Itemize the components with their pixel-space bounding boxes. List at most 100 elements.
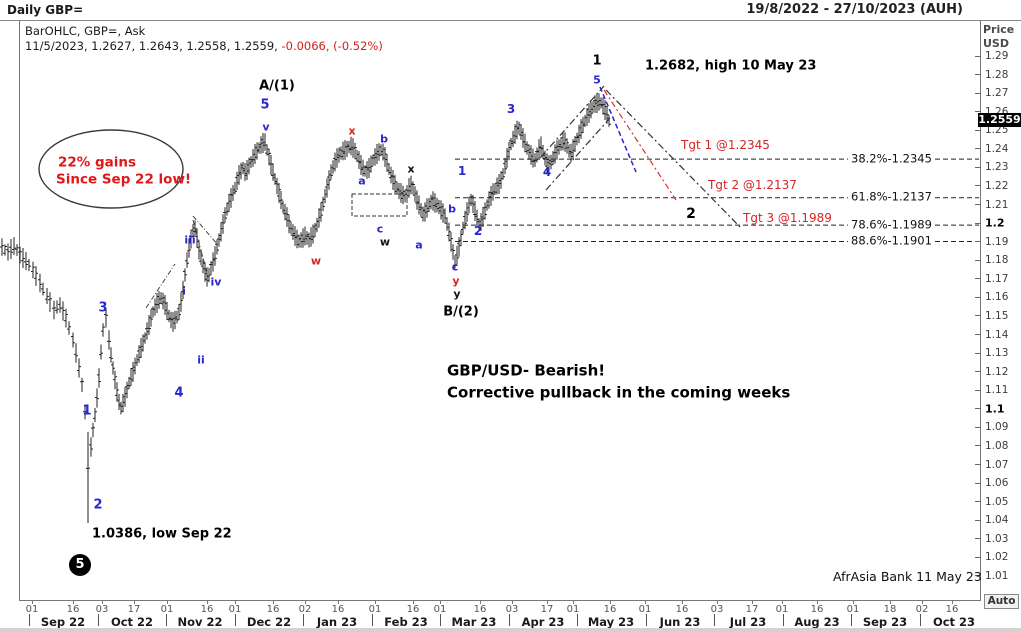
target-3-label: Tgt 3 @1.1989: [743, 211, 832, 225]
month-separator: [166, 614, 167, 626]
price-tick-label: 1.24: [985, 142, 1009, 155]
bank-signature: AfrAsia Bank 11 May 23: [833, 568, 982, 584]
day-tick-label: 18: [883, 604, 897, 615]
overlay-line: [599, 86, 637, 173]
wave-label-5-may: 5: [593, 73, 601, 87]
wave-label-ii: ii: [197, 353, 205, 367]
wave-label-w-red: w: [310, 254, 322, 268]
month-label: May 23: [587, 615, 635, 629]
day-tick-mark: [717, 600, 718, 604]
price-tick-mark: [975, 278, 981, 280]
wave-label-B2: B/(2): [443, 304, 479, 320]
day-tick-mark: [782, 600, 783, 604]
circled-wave-5-marker: 5: [69, 554, 91, 576]
wave-label-1-sep: 1: [82, 403, 92, 419]
low-annotation: 1.0386, low Sep 22: [92, 526, 232, 542]
price-tick-label: 1.13: [985, 347, 1009, 360]
price-axis-title-line1: Price: [983, 23, 1015, 36]
wave-label-4-apr: 4: [542, 165, 552, 179]
overlay-line: [192, 215, 219, 246]
month-separator: [851, 614, 852, 626]
day-tick-mark: [853, 600, 854, 604]
day-tick-mark: [512, 600, 513, 604]
wave-label-5-dec: 5: [260, 97, 270, 113]
price-tick-label: 1.2: [985, 216, 1005, 230]
day-tick-label: 16: [603, 604, 617, 615]
window-title: Daily GBP=: [7, 3, 84, 17]
wave-label-4-oct: 4: [174, 385, 184, 401]
price-tick-mark: [975, 55, 981, 57]
wave-label-c-mar: c: [451, 260, 459, 274]
month-separator: [98, 614, 99, 626]
day-tick-mark: [413, 600, 414, 604]
price-tick-mark: [975, 74, 981, 76]
month-label: Jul 23: [729, 615, 767, 629]
day-tick-label: 03: [710, 604, 724, 615]
day-tick-mark: [32, 600, 33, 604]
price-tick-mark: [975, 222, 981, 224]
price-tick-label: 1.1: [985, 402, 1005, 416]
day-tick-label: 17: [745, 604, 759, 615]
day-tick-label: 16: [675, 604, 689, 615]
legend-ohlc-values: 11/5/2023, 1.2627, 1.2643, 1.2558, 1.255…: [25, 39, 383, 53]
month-separator: [29, 614, 30, 626]
day-tick-label: 01: [638, 604, 652, 615]
month-separator: [440, 614, 441, 626]
day-tick-mark: [134, 600, 135, 604]
wave-label-b-mar: b: [448, 202, 456, 216]
day-tick-mark: [305, 600, 306, 604]
legend-series-name: BarOHLC, GBP=, Ask: [25, 24, 146, 38]
price-tick-mark: [975, 148, 981, 150]
price-tick-mark: [975, 464, 981, 466]
price-tick-mark: [975, 445, 981, 447]
price-tick-mark: [975, 556, 981, 558]
price-tick-mark: [975, 111, 981, 113]
wave-label-2-mar: 2: [473, 224, 483, 238]
day-tick-mark: [440, 600, 441, 604]
bearish-subtitle: Corrective pullback in the coming weeks: [447, 383, 791, 402]
price-tick-mark: [975, 259, 981, 261]
bottom-scrollbar-strip[interactable]: [0, 628, 1021, 632]
wave-label-c-feb: c: [376, 222, 384, 236]
day-tick-label: 16: [473, 604, 487, 615]
price-tick-mark: [975, 296, 981, 298]
day-tick-label: 01: [160, 604, 174, 615]
price-tick-label: 1.06: [985, 477, 1009, 490]
high-annotation: 1.2682, high 10 May 23: [645, 58, 817, 74]
price-tick-mark: [975, 92, 981, 94]
price-tick-label: 1.23: [985, 161, 1009, 174]
price-tick-mark: [975, 519, 981, 521]
price-tick-label: 1.01: [985, 569, 1009, 582]
price-axis-title-line2: USD: [983, 37, 1009, 50]
price-axis-title: Price USD: [983, 23, 1017, 51]
price-tick-label: 1.17: [985, 272, 1009, 285]
price-tick-label: 1.09: [985, 421, 1009, 434]
legend-ohlc-black: 11/5/2023, 1.2627, 1.2643, 1.2558, 1.255…: [25, 39, 278, 53]
day-tick-mark: [167, 600, 168, 604]
month-separator: [235, 614, 236, 626]
price-tick-label: 1.12: [985, 365, 1009, 378]
price-tick-label: 1.19: [985, 235, 1009, 248]
day-tick-label: 01: [368, 604, 382, 615]
day-tick-mark: [207, 600, 208, 604]
day-tick-mark: [752, 600, 753, 604]
wave-label-a-feb: a: [415, 238, 423, 252]
month-label: Feb 23: [384, 615, 428, 629]
bearish-title: GBP/USD- Bearish!: [447, 361, 606, 380]
day-tick-label: 02: [298, 604, 312, 615]
auto-scale-button[interactable]: Auto: [984, 594, 1019, 609]
wave-label-y-red: y: [452, 274, 460, 288]
wave-label-a-jan: a: [358, 174, 366, 188]
price-tick-label: 1.03: [985, 532, 1009, 545]
price-tick-label: 1.16: [985, 291, 1009, 304]
price-tick-mark: [975, 315, 981, 317]
price-tick-mark: [975, 352, 981, 354]
price-tick-mark: [975, 575, 981, 577]
price-tick-label: 1.02: [985, 551, 1009, 564]
day-tick-label: 16: [200, 604, 214, 615]
month-label: Mar 23: [451, 615, 497, 629]
price-tick-label: 1.14: [985, 328, 1009, 341]
month-label: Jan 23: [316, 615, 358, 629]
day-tick-mark: [235, 600, 236, 604]
